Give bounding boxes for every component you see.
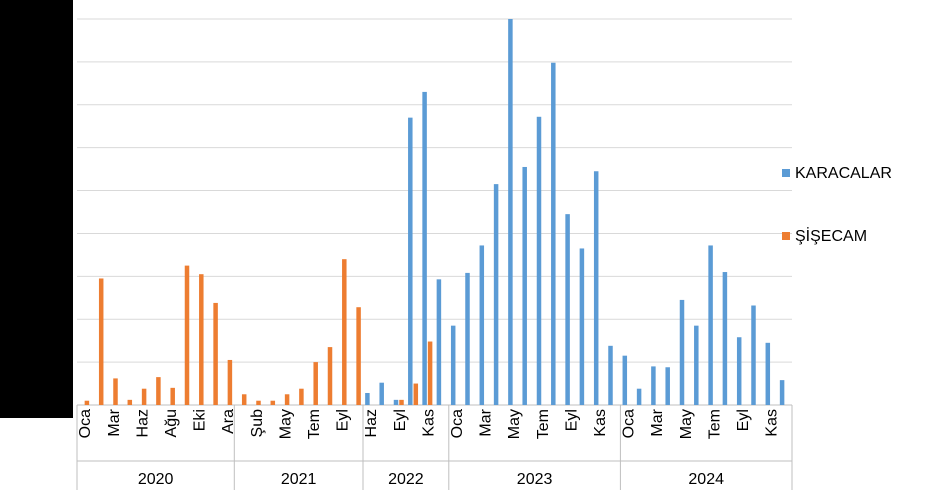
- bar-sisecam: [342, 259, 347, 405]
- bar-karacalar: [665, 367, 670, 405]
- bar-karacalar: [722, 272, 728, 405]
- bar-karacalar: [565, 214, 570, 405]
- year-label: 2021: [281, 471, 317, 488]
- bar-karacalar: [522, 166, 527, 405]
- bar-karacalar: [765, 342, 771, 405]
- bar-sisecam: [327, 347, 333, 405]
- bar-sisecam: [284, 394, 290, 405]
- bar-karacalar: [393, 399, 399, 405]
- x-tick-label: Eki: [192, 409, 209, 431]
- bar-karacalar: [736, 337, 742, 405]
- x-tick-label: Eyl: [563, 409, 580, 431]
- x-tick-label: Mar: [478, 408, 495, 436]
- year-label: 2023: [517, 471, 553, 488]
- bar-karacalar: [751, 305, 756, 405]
- bar-karacalar: [379, 382, 384, 405]
- bar-sisecam: [427, 341, 433, 405]
- x-tick-label: Tem: [706, 409, 723, 439]
- bar-karacalar: [608, 345, 613, 405]
- bar-sisecam: [199, 274, 204, 405]
- legend-swatch-karacalar: [782, 169, 790, 177]
- bar-karacalar: [579, 248, 585, 405]
- year-label: 2024: [688, 471, 724, 488]
- bar-karacalar: [450, 325, 456, 405]
- x-tick-label: Haz: [363, 409, 380, 437]
- bar-sisecam: [270, 400, 276, 405]
- bar-karacalar: [422, 91, 427, 406]
- bar-karacalar: [536, 116, 542, 405]
- x-tick-label: Tem: [535, 409, 552, 439]
- bar-karacalar: [465, 272, 470, 405]
- bar-sisecam: [256, 400, 261, 405]
- bar-sisecam: [127, 399, 133, 405]
- bar-sisecam: [170, 387, 175, 405]
- x-tick-label: Tem: [306, 409, 323, 439]
- bar-sisecam: [213, 302, 218, 405]
- bar-karacalar: [493, 184, 499, 405]
- bar-karacalar: [679, 299, 685, 405]
- x-tick-label: Eyl: [335, 409, 352, 431]
- y-axis-label-area: [0, 0, 73, 418]
- bar-karacalar: [479, 245, 485, 405]
- bar-karacalar: [622, 355, 628, 405]
- bar-sisecam: [241, 394, 247, 405]
- x-tick-label: May: [277, 409, 294, 439]
- bar-karacalar: [551, 62, 556, 405]
- bar-sisecam: [399, 399, 404, 405]
- bar-karacalar: [436, 279, 442, 405]
- x-tick-label: Oca: [77, 409, 94, 438]
- x-tick-label: Kas: [592, 409, 609, 437]
- bar-sisecam: [413, 383, 419, 405]
- bar-sisecam: [184, 265, 190, 405]
- x-tick-label: Kas: [764, 409, 781, 437]
- bar-sisecam: [98, 278, 104, 405]
- bar-sisecam: [227, 359, 233, 405]
- x-tick-label: Oca: [621, 409, 638, 438]
- x-tick-label: Oca: [449, 409, 466, 438]
- legend-label-sisecam: ŞİŞECAM: [795, 226, 867, 245]
- bar-karacalar: [365, 392, 370, 405]
- x-tick-label: Şub: [249, 409, 266, 438]
- x-tick-label: Kas: [420, 409, 437, 437]
- bar-karacalar: [694, 325, 699, 405]
- year-label: 2022: [388, 471, 424, 488]
- bar-karacalar: [593, 171, 599, 405]
- bar-karacalar: [508, 19, 513, 405]
- bar-sisecam: [313, 362, 318, 405]
- bar-karacalar: [636, 388, 642, 405]
- bar-sisecam: [141, 388, 147, 405]
- bar-sisecam: [113, 378, 118, 405]
- x-tick-label: Mar: [106, 408, 123, 436]
- x-tick-label: May: [506, 409, 523, 439]
- bar-karacalar: [651, 366, 656, 405]
- bar-karacalar: [779, 380, 785, 405]
- legend-label-karacalar: KARACALAR: [795, 165, 892, 182]
- x-tick-label: Ağu: [163, 409, 180, 437]
- x-tick-label: Ara: [220, 409, 237, 434]
- legend-swatch-sisecam: [782, 232, 790, 240]
- x-tick-label: Eyl: [392, 409, 409, 431]
- year-label: 2020: [138, 471, 174, 488]
- bar-sisecam: [356, 307, 361, 405]
- x-tick-label: May: [678, 409, 695, 439]
- x-tick-label: Eyl: [735, 409, 752, 431]
- x-tick-label: Haz: [134, 409, 151, 437]
- bar-karacalar: [708, 245, 713, 405]
- bar-sisecam: [156, 377, 161, 405]
- bar-sisecam: [84, 400, 90, 405]
- bar-sisecam: [299, 388, 304, 405]
- bar-karacalar: [408, 117, 413, 406]
- x-tick-label: Mar: [649, 408, 666, 436]
